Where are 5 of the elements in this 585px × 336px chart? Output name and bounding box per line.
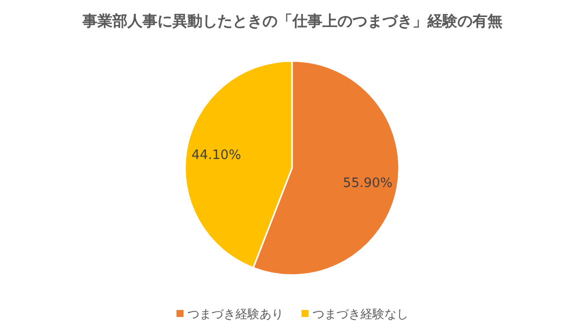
data-label: 55.90% bbox=[342, 176, 393, 192]
legend-label: つまづき経験あり bbox=[188, 307, 284, 321]
legend-label: つまづき経験なし bbox=[312, 307, 408, 321]
chart-title: 事業部人事に異動したときの「仕事上のつまづき」経験の有無 bbox=[82, 12, 502, 30]
data-label: 44.10% bbox=[191, 148, 242, 163]
